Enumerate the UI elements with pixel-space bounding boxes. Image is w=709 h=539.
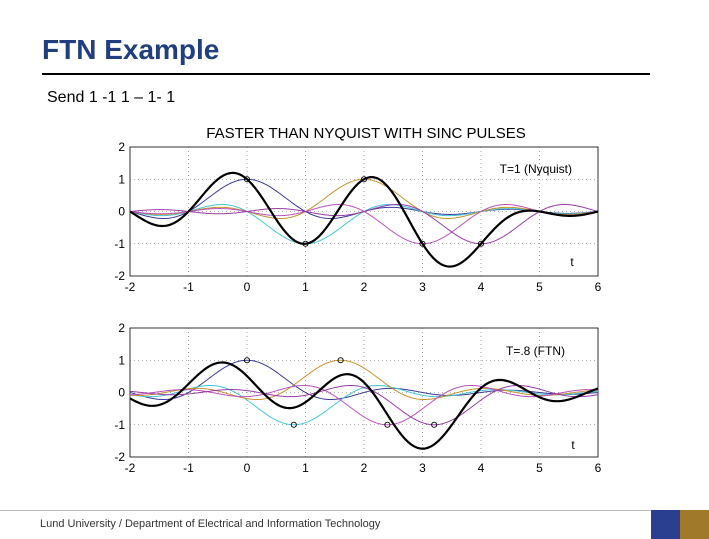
y-tick-label: 1: [118, 353, 125, 367]
x-tick-label: 2: [361, 280, 368, 294]
y-tick-label: 0: [118, 386, 125, 400]
sample-point: [431, 421, 438, 428]
sample-point: [384, 421, 391, 428]
x-tick-label: 4: [478, 280, 485, 294]
ftn-figure: FASTER THAN NYQUIST WITH SINC PULSES -2-…: [114, 125, 601, 475]
sample-point: [290, 421, 297, 428]
x-tick-label: 4: [478, 461, 485, 475]
footer-text: Lund University / Department of Electric…: [40, 518, 381, 530]
x-tick-label: -1: [183, 461, 194, 475]
plot-annotation: T=1 (Nyquist): [500, 162, 572, 176]
y-tick-label: -1: [114, 237, 125, 251]
y-tick-label: 2: [118, 321, 125, 335]
sample-point: [360, 176, 368, 183]
x-tick-label: 5: [536, 280, 543, 294]
x-tick-label: 3: [419, 280, 426, 294]
sample-point: [243, 176, 251, 183]
footer-divider: [0, 510, 709, 511]
composite-signal-line: [130, 361, 598, 450]
x-tick-label: 3: [419, 461, 426, 475]
sample-point: [337, 357, 344, 364]
footer-logo-block-blue: [651, 510, 680, 539]
sample-point: [302, 240, 309, 247]
x-tick-label: 6: [595, 461, 602, 475]
plot-ftn: -2 -1 0 1 2 3 4 5 6 2 1 0 -1 -2 T=.8 (FTN) t: [114, 321, 601, 475]
sample-point: [477, 240, 485, 247]
composite-signal-line: [130, 171, 598, 268]
x-tick-label: 1: [302, 461, 309, 475]
y-tick-label: 2: [118, 140, 125, 154]
y-tick-label: -2: [114, 450, 125, 464]
plot-curves: [130, 359, 598, 450]
x-axis-label: t: [571, 438, 575, 452]
x-tick-label: -2: [125, 461, 136, 475]
x-tick-label: 0: [244, 280, 251, 294]
x-tick-label: 1: [302, 280, 309, 294]
pulse-3-line: [130, 359, 598, 400]
x-tick-label: 5: [536, 461, 543, 475]
y-tick-label: -1: [114, 418, 125, 432]
chart-title: FASTER THAN NYQUIST WITH SINC PULSES: [206, 125, 526, 142]
y-tick-label: -2: [114, 269, 125, 283]
title-divider: [42, 73, 650, 75]
pulse-5-line: [130, 204, 598, 245]
y-tick-label: 0: [118, 205, 125, 219]
x-tick-label: 0: [244, 461, 251, 475]
slide-subtitle: Send 1 -1 1 – 1- 1: [47, 89, 176, 106]
x-tick-label: -1: [183, 280, 194, 294]
pulse-1-line: [130, 359, 598, 400]
y-tick-label: 1: [118, 172, 125, 186]
x-tick-label: 6: [595, 280, 602, 294]
plot-curves: [130, 171, 598, 268]
plot-nyquist: -2 -1 0 1 2 3 4 5 6 2 1 0 -1 -2 T=1 (Nyquist) t: [114, 140, 601, 294]
sample-point: [419, 240, 426, 247]
x-tick-label: -2: [125, 280, 136, 294]
plot-annotation: T=.8 (FTN): [506, 344, 565, 358]
slide-title: FTN Example: [42, 34, 220, 65]
x-tick-label: 2: [361, 461, 368, 475]
x-axis-label: t: [570, 255, 574, 269]
footer-logo-block-gold: [680, 510, 709, 539]
sample-point: [243, 357, 251, 364]
